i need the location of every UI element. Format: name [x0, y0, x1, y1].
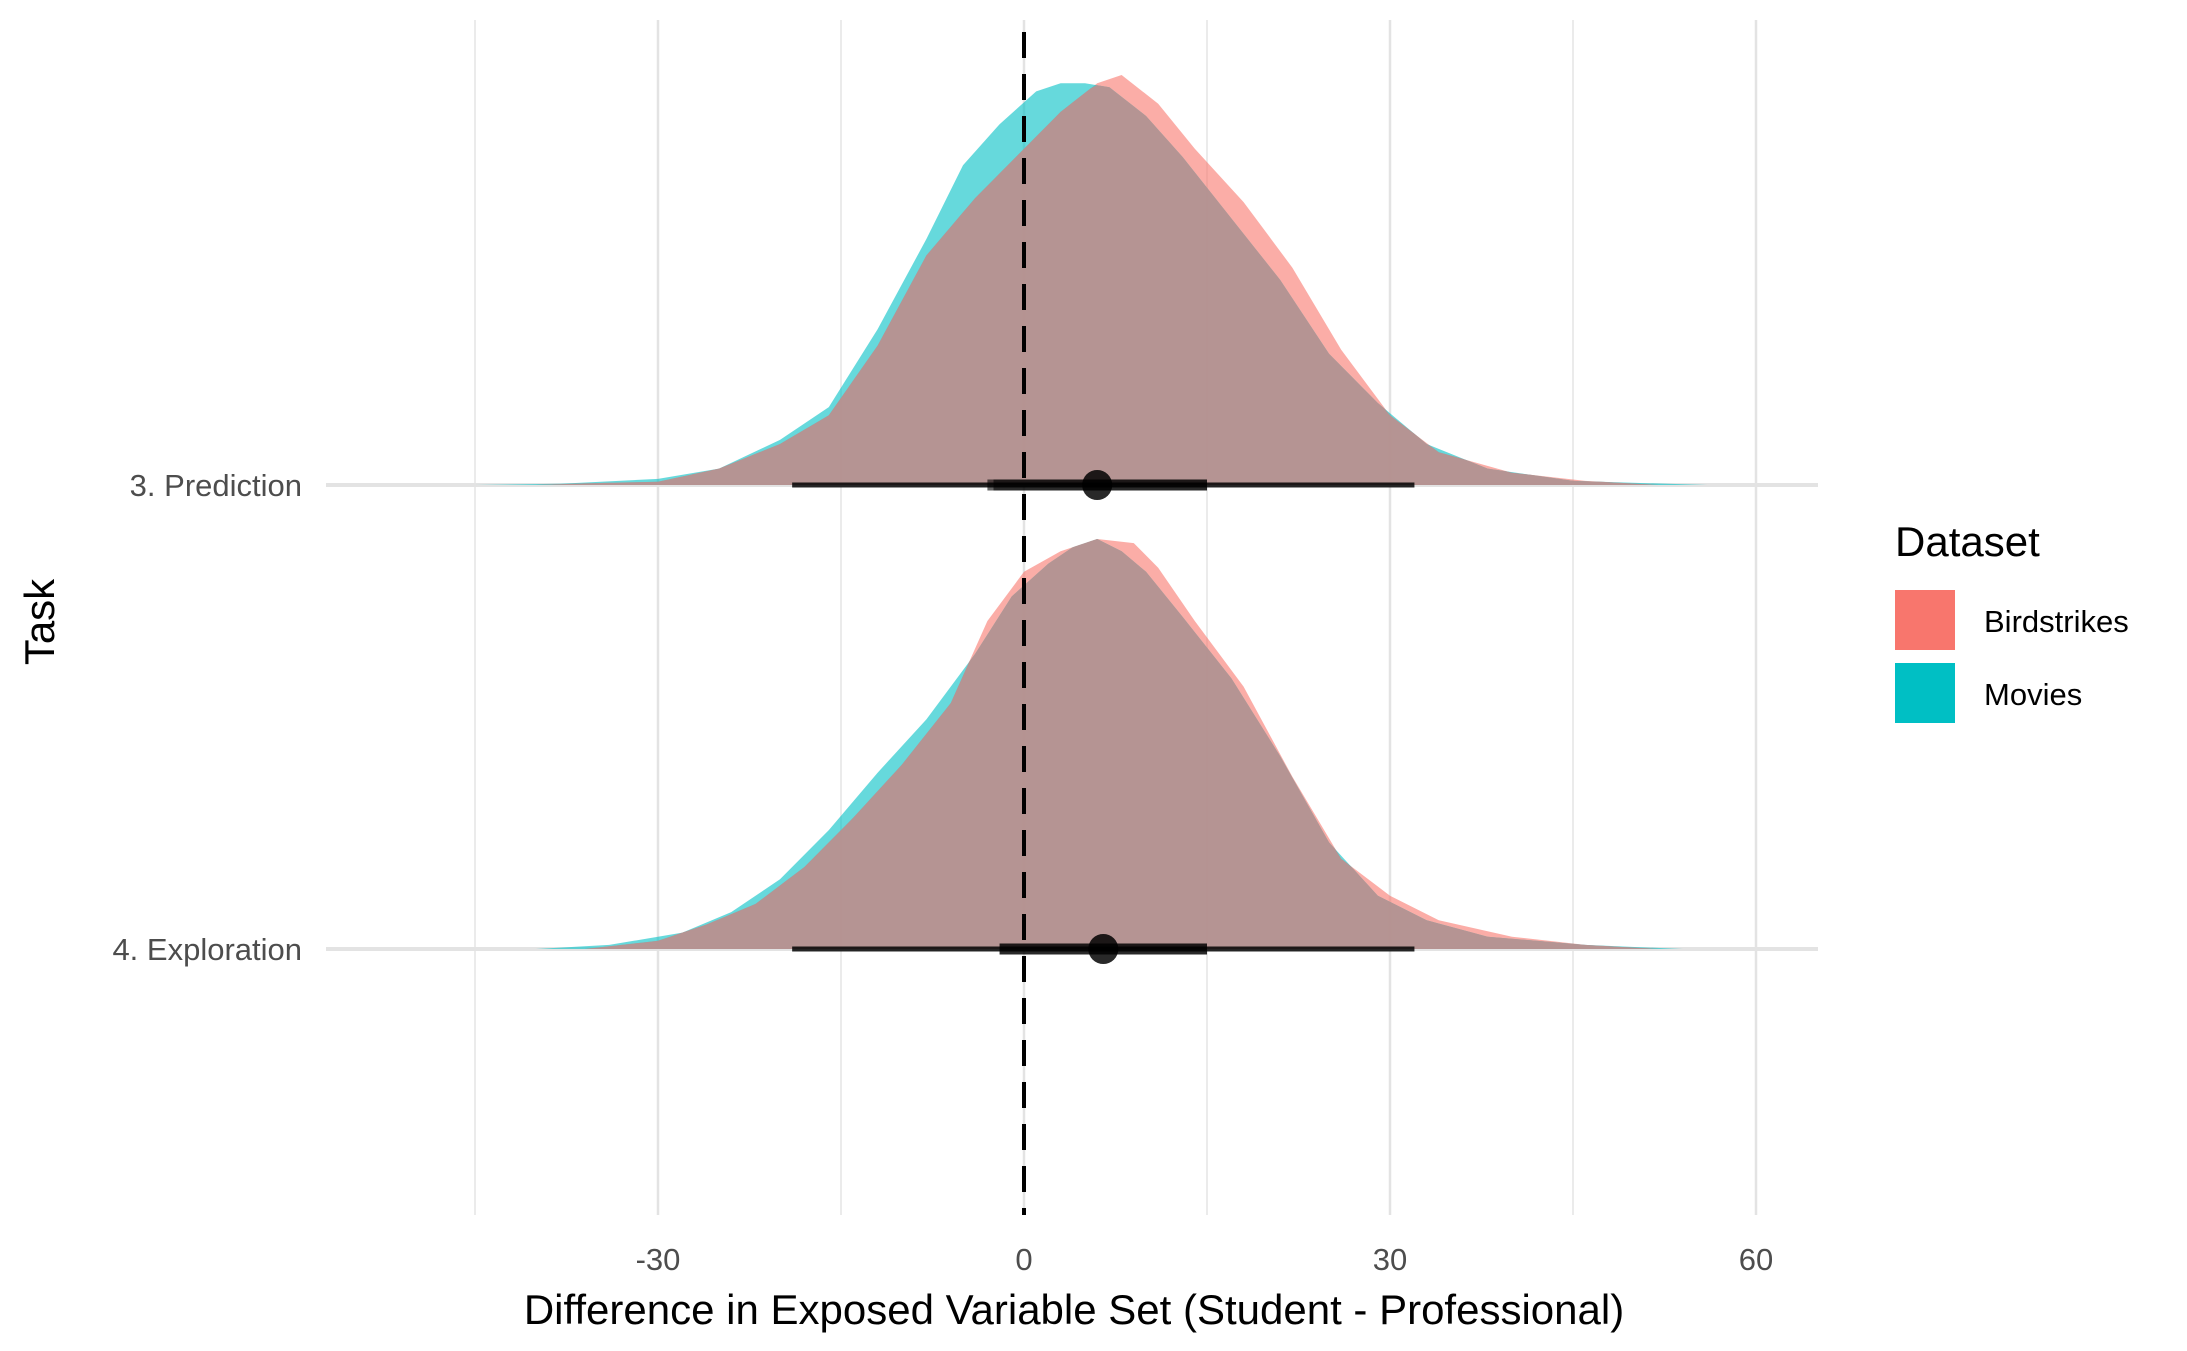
overlap-areas [536, 85, 1659, 949]
median-point-movies-3-prediction [1082, 470, 1113, 500]
median-point-movies-4-exploration [1088, 934, 1119, 964]
legend-label-movies: Movies [1984, 677, 2082, 712]
legend-label-birdstrikes: Birdstrikes [1984, 604, 2129, 639]
y-tick-label-4-exploration: 4. Exploration [112, 932, 302, 967]
y-axis-title: Task [16, 578, 63, 665]
x-tick-label--30: -30 [636, 1242, 681, 1277]
y-tick-labels: 3. Prediction 4. Exploration [112, 468, 302, 967]
y-tick-label-3-prediction: 3. Prediction [130, 468, 302, 503]
legend-key-movies [1895, 663, 1955, 723]
overlap-3-prediction [536, 85, 1659, 486]
overlap-4-exploration [584, 539, 1659, 949]
x-tick-label-30: 30 [1373, 1242, 1407, 1277]
legend: Dataset Birdstrikes Movies [1895, 518, 2129, 723]
x-tick-label-60: 60 [1739, 1242, 1773, 1277]
legend-title: Dataset [1895, 518, 2040, 565]
x-tick-labels: -30 0 30 60 [636, 1242, 1774, 1277]
legend-key-birdstrikes [1895, 590, 1955, 650]
x-tick-label-0: 0 [1015, 1242, 1032, 1277]
x-axis-title: Difference in Exposed Variable Set (Stud… [524, 1286, 1624, 1333]
interval-marks [792, 470, 1415, 964]
